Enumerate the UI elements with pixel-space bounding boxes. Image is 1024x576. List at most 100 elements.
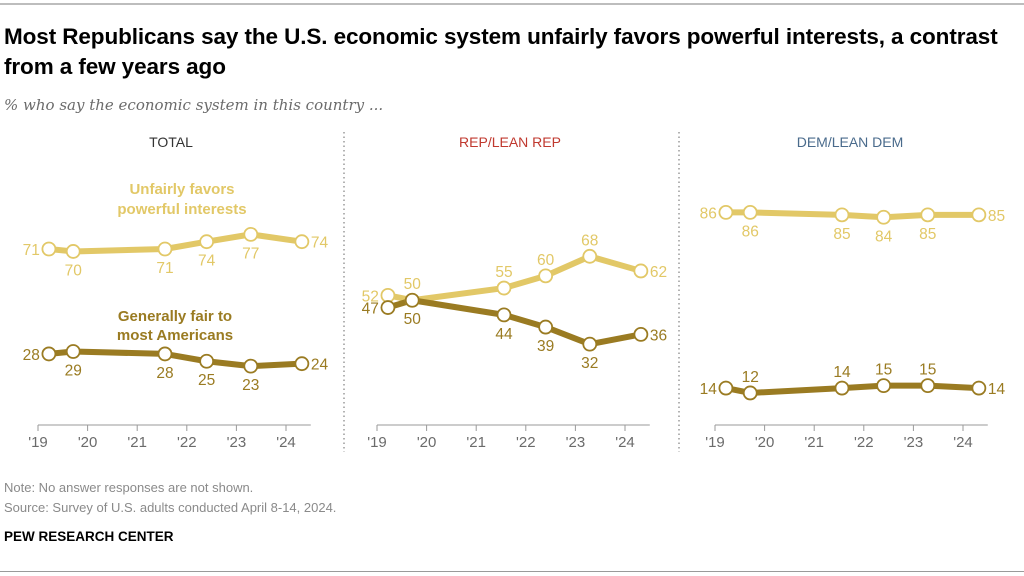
data-point-unfair [41, 241, 57, 257]
note-text: Note: No answer responses are not shown. [4, 480, 254, 495]
data-label-unfair: 85 [988, 208, 1005, 225]
x-tick-label: '20 [755, 434, 775, 451]
data-point-fair [199, 353, 215, 369]
data-label-unfair: 62 [650, 264, 667, 281]
x-tick-label: '20 [417, 434, 437, 451]
x-tick-label: '23 [904, 434, 924, 451]
data-point-unfair [582, 248, 598, 264]
data-label-fair: 50 [404, 311, 422, 328]
chart-title: Most Republicans say the U.S. economic s… [4, 24, 998, 79]
data-label-unfair: 74 [198, 253, 216, 270]
data-label-fair: 28 [23, 347, 40, 364]
data-point-fair [920, 378, 936, 394]
data-label-fair: 15 [919, 362, 936, 379]
data-label-unfair: 77 [242, 245, 259, 262]
series-label-fair: Generally fair to [118, 308, 232, 325]
x-tick-label: '23 [227, 434, 247, 451]
x-tick-label: '22 [854, 434, 874, 451]
x-tick-label: '20 [78, 434, 98, 451]
x-tick-label: '21 [466, 434, 486, 451]
data-point-unfair [971, 207, 987, 223]
data-point-fair [971, 380, 987, 396]
data-label-fair: 25 [198, 372, 215, 389]
data-point-unfair [65, 244, 81, 259]
x-tick-label: '19 [705, 434, 725, 451]
series-label-fair: most Americans [117, 327, 233, 344]
data-label-unfair: 68 [581, 232, 598, 249]
x-tick-label: '19 [28, 434, 48, 451]
series-line-fair [722, 382, 982, 396]
chart-subtitle: % who say the economic system in this co… [4, 96, 384, 114]
series-label-unfair: powerful interests [117, 201, 246, 218]
data-point-fair [633, 326, 649, 342]
data-point-unfair [876, 209, 892, 225]
data-point-fair [41, 346, 57, 362]
data-label-unfair: 50 [404, 276, 422, 293]
data-label-unfair: 86 [700, 205, 717, 222]
data-point-fair [718, 380, 734, 396]
data-point-fair [582, 336, 598, 352]
series-line-fair [45, 348, 305, 370]
data-label-fair: 24 [311, 357, 329, 374]
brand-label: PEW RESEARCH CENTER [4, 529, 174, 544]
panel-title-rep: REP/LEAN REP [459, 134, 561, 150]
series-line-fair [384, 297, 644, 348]
data-label-fair: 14 [833, 364, 851, 381]
data-label-unfair: 85 [833, 226, 850, 243]
data-label-fair: 14 [700, 381, 718, 398]
series-line-unfair [384, 253, 644, 304]
data-point-fair [243, 358, 259, 374]
x-tick-label: '23 [566, 434, 586, 451]
data-point-unfair [157, 241, 173, 257]
data-point-unfair [633, 263, 649, 279]
data-label-unfair: 74 [311, 235, 329, 252]
data-point-unfair [718, 204, 734, 220]
data-point-fair [157, 346, 173, 362]
bottom-rule [0, 571, 1024, 572]
data-label-fair: 12 [742, 369, 759, 386]
x-tick-label: '24 [276, 434, 296, 451]
data-label-fair: 39 [537, 338, 554, 355]
data-point-unfair [920, 207, 936, 223]
data-point-unfair [538, 268, 554, 284]
data-label-unfair: 60 [537, 252, 555, 269]
data-label-fair: 28 [156, 365, 173, 382]
series-label-unfair: Unfairly favors [129, 181, 234, 198]
data-label-fair: 14 [988, 381, 1006, 398]
data-label-unfair: 70 [65, 262, 83, 279]
x-tick-label: '19 [367, 434, 387, 451]
data-label-unfair: 84 [875, 228, 893, 245]
x-tick-label: '21 [804, 434, 824, 451]
x-tick-label: '22 [177, 434, 197, 451]
panel-title-dem: DEM/LEAN DEM [797, 134, 904, 150]
data-label-unfair: 52 [362, 288, 379, 305]
data-label-fair: 47 [362, 301, 379, 318]
data-label-fair: 32 [581, 355, 598, 372]
data-point-unfair [742, 204, 758, 220]
x-tick-label: '21 [127, 434, 147, 451]
data-point-fair [380, 300, 396, 315]
data-label-unfair: 86 [742, 223, 759, 240]
data-point-unfair [834, 207, 850, 223]
data-label-unfair: 71 [23, 242, 40, 259]
series-line-unfair [45, 231, 305, 255]
footnotes: Note: No answer responses are not shown.… [4, 478, 336, 518]
data-point-fair [538, 319, 554, 335]
x-tick-label: '24 [615, 434, 635, 451]
data-label-unfair: 85 [919, 226, 936, 243]
data-label-fair: 44 [495, 326, 513, 343]
x-tick-label: '22 [516, 434, 536, 451]
data-label-fair: 36 [650, 327, 667, 344]
data-point-unfair [243, 226, 259, 242]
data-point-fair [742, 385, 758, 401]
data-point-fair [65, 344, 81, 359]
data-point-fair [294, 356, 310, 372]
data-label-unfair: 55 [495, 264, 512, 281]
data-label-fair: 15 [875, 362, 892, 379]
series-line-unfair [722, 209, 982, 221]
data-label-fair: 29 [65, 362, 82, 379]
data-label-unfair: 71 [156, 260, 173, 277]
data-point-fair [404, 292, 420, 308]
data-point-unfair [199, 234, 215, 250]
